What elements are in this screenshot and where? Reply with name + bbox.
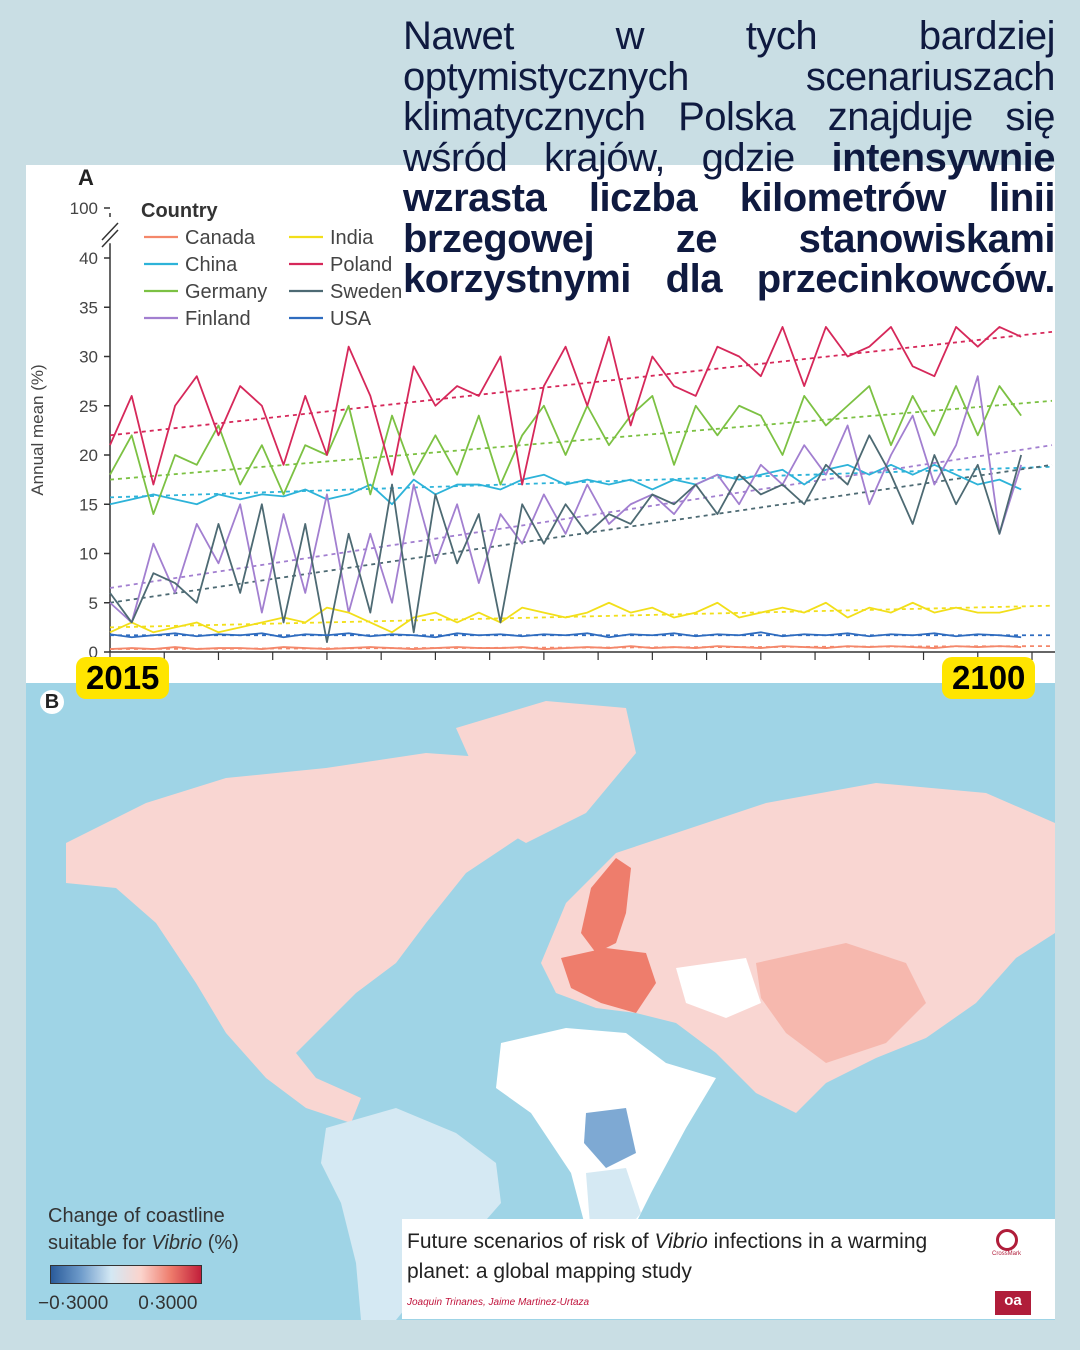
south-america — [321, 1108, 501, 1320]
legend-label-usa: USA — [330, 308, 372, 330]
series-line-china — [109, 463, 1022, 506]
legend-title: Country — [141, 200, 219, 222]
end-year-badge: 2100 — [942, 657, 1036, 699]
headline: Nawet w tych bardziej optymistycznych sc… — [403, 14, 1056, 301]
world-map — [66, 701, 1055, 1320]
title-part1: Future scenarios of risk of — [407, 1230, 655, 1253]
title-italic: Vibrio — [654, 1230, 708, 1253]
open-access-badge: oa — [995, 1291, 1031, 1315]
y-tick-label: 0 — [89, 643, 98, 662]
legend-label-canada: Canada — [185, 227, 256, 249]
eastern-europe-red — [561, 948, 656, 1013]
panel-a-chart: A 0 5 10 15 20 25 30 35 40 100 Annual mean (%) Co… — [26, 165, 1055, 683]
axis-break-mark — [101, 222, 119, 241]
legend-label-finland: Finland — [185, 308, 251, 330]
map-legend: Change of coastline suitable for Vibrio … — [38, 1203, 239, 1317]
y-tick-label: 100 — [70, 199, 98, 218]
y-tick-label: 5 — [89, 594, 98, 613]
crossmark-icon — [995, 1229, 1018, 1251]
trend-lines — [109, 330, 1053, 650]
scandinavia-red — [581, 858, 631, 953]
y-tick-label: 35 — [79, 298, 98, 317]
article-authors: Joaquin Trinanes, Jaime Martinez-Urtaza — [407, 1297, 590, 1308]
y-tick-label: 25 — [79, 397, 98, 416]
start-year-badge: 2015 — [76, 657, 170, 699]
axis-break-mark — [101, 229, 119, 248]
china-region — [756, 943, 926, 1063]
x-axis — [109, 651, 1055, 660]
scale-max-label: 0·3000 — [138, 1293, 198, 1314]
panel-a-label: A — [78, 165, 94, 190]
headline-bold: intensywnie wzrasta liczba kilometrów li… — [403, 135, 1056, 301]
series-line-finland — [109, 375, 1023, 624]
trend-line-india — [109, 604, 1053, 629]
article-title: Future scenarios of risk of Vibrio infec… — [407, 1227, 967, 1287]
legend-italic: Vibrio — [151, 1232, 203, 1254]
legend-label-poland: Poland — [330, 254, 392, 276]
citation-box: Future scenarios of risk of Vibrio infec… — [402, 1219, 1055, 1319]
crossmark-logo[interactable]: CrossMark — [992, 1229, 1021, 1257]
map-legend-title-line2: suitable for Vibrio (%) — [48, 1230, 239, 1257]
trend-line-germany — [109, 399, 1053, 481]
europe-asia — [541, 783, 1055, 1113]
series-line-india — [109, 601, 1022, 634]
series-line-canada — [109, 645, 1022, 650]
map-legend-title-line1: Change of coastline — [48, 1205, 225, 1227]
trend-line-poland — [109, 330, 1053, 437]
series-lines — [109, 326, 1023, 650]
series-line-sweden — [109, 434, 1023, 644]
legend-label-sweden: Sweden — [330, 281, 402, 303]
series-line-poland — [109, 326, 1022, 486]
panel-b-map — [26, 683, 1055, 1320]
legend-label-china: China — [185, 254, 238, 276]
headline-normal: Nawet w tych bardziej optymistycznych sc… — [403, 14, 1056, 180]
y-tick-label: 30 — [79, 348, 98, 367]
legend: Country Canada China Germany Finland India Po… — [141, 200, 402, 330]
central-africa-blue — [584, 1108, 636, 1168]
y-axis-label: Annual mean (%) — [28, 364, 47, 495]
north-america — [66, 753, 546, 1123]
series-line-germany — [109, 385, 1022, 516]
y-tick-label: 15 — [79, 495, 98, 514]
legend-label-india: India — [330, 227, 374, 249]
trend-line-finland — [109, 444, 1053, 589]
title-part2: infections in a warming planet: a global… — [407, 1230, 928, 1283]
legend-suffix: (%) — [202, 1232, 239, 1254]
greenland — [456, 701, 636, 843]
y-axis: 0 5 10 15 20 25 30 35 40 100 — [70, 199, 119, 662]
color-scale-bar — [50, 1265, 202, 1284]
legend-prefix: suitable for — [48, 1232, 152, 1254]
trend-line-china — [109, 465, 1053, 499]
line-chart: A 0 5 10 15 20 25 30 35 40 100 Annual mean (%) Co… — [28, 165, 1055, 662]
y-tick-label: 20 — [79, 446, 98, 465]
panel-b-label: B — [40, 690, 64, 714]
series-line-usa — [109, 631, 1022, 639]
trend-line-sweden — [109, 463, 1053, 604]
color-scale-ticks: −0·3000 0·3000 — [38, 1290, 239, 1317]
scale-min-label: −0·3000 — [38, 1293, 109, 1314]
y-tick-label: 40 — [79, 249, 98, 268]
crossmark-text: CrossMark — [992, 1251, 1022, 1257]
central-asia-white — [676, 958, 761, 1018]
legend-label-germany: Germany — [185, 281, 267, 303]
y-tick-label: 10 — [79, 545, 98, 564]
